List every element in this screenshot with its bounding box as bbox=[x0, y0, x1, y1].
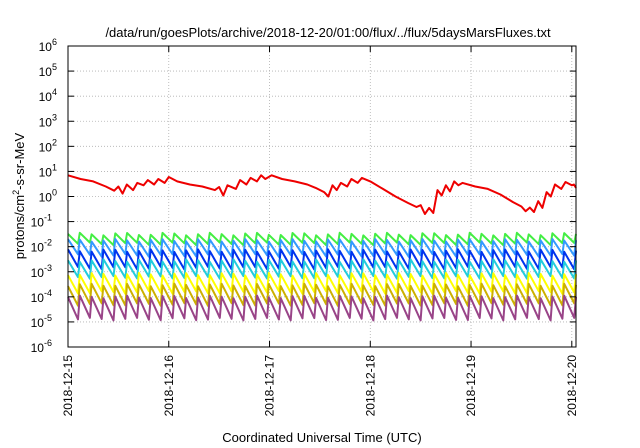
axis-ticks bbox=[67, 45, 576, 348]
y-tick-base: 10 bbox=[31, 316, 45, 330]
y-tick-label: 106 bbox=[39, 37, 57, 54]
series-line bbox=[67, 282, 577, 307]
y-tick-base: 10 bbox=[39, 65, 53, 79]
y-tick-label: 100 bbox=[39, 188, 57, 205]
y-tick-exponent: -3 bbox=[44, 263, 52, 273]
y-tick-exponent: 2 bbox=[52, 137, 57, 147]
y-axis-label-part: protons/cm bbox=[12, 195, 27, 259]
y-tick-exponent: -2 bbox=[44, 238, 52, 248]
y-tick-label: 104 bbox=[39, 87, 57, 104]
y-tick-labels: 10-610-510-410-310-210-11001011021031041… bbox=[31, 37, 57, 355]
series-line bbox=[67, 258, 577, 280]
y-axis-label: protons/cm2-s-sr-MeV bbox=[11, 132, 27, 259]
y-axis-label-superscript: 2 bbox=[11, 190, 21, 195]
y-tick-base: 10 bbox=[31, 216, 45, 230]
y-tick-label: 10-5 bbox=[31, 313, 52, 330]
y-tick-label: 102 bbox=[39, 137, 57, 154]
series-line bbox=[67, 238, 577, 258]
series-line bbox=[67, 174, 577, 215]
y-tick-base: 10 bbox=[31, 341, 45, 355]
x-tick-label: 2018-12-17 bbox=[263, 355, 277, 417]
x-tick-label: 2018-12-20 bbox=[565, 355, 579, 417]
y-tick-label: 10-3 bbox=[31, 263, 52, 280]
y-tick-label: 101 bbox=[39, 162, 57, 179]
chart-title: /data/run/goesPlots/archive/2018-12-20/0… bbox=[105, 25, 551, 40]
y-tick-base: 10 bbox=[39, 90, 53, 104]
y-tick-base: 10 bbox=[31, 266, 45, 280]
x-tick-labels: 2018-12-15 2018-12-16 2018-12-17 2018-12-18… bbox=[61, 355, 579, 417]
y-tick-base: 10 bbox=[39, 165, 53, 179]
y-tick-label: 105 bbox=[39, 62, 57, 79]
series-line bbox=[67, 294, 577, 322]
y-tick-base: 10 bbox=[31, 241, 45, 255]
x-tick-label: 2018-12-15 bbox=[61, 355, 75, 417]
y-tick-exponent: -5 bbox=[44, 313, 52, 323]
y-tick-exponent: 6 bbox=[52, 37, 57, 47]
y-tick-base: 10 bbox=[39, 115, 53, 129]
y-tick-exponent: -1 bbox=[44, 213, 52, 223]
y-tick-exponent: 3 bbox=[52, 112, 57, 122]
y-tick-label: 10-2 bbox=[31, 238, 52, 255]
y-tick-exponent: 5 bbox=[52, 62, 57, 72]
y-tick-label: 103 bbox=[39, 112, 57, 129]
y-tick-exponent: 0 bbox=[52, 188, 57, 198]
y-tick-exponent: -4 bbox=[44, 288, 52, 298]
y-tick-exponent: -6 bbox=[44, 338, 52, 348]
y-tick-base: 10 bbox=[39, 140, 53, 154]
y-axis-label-part: -s-sr-MeV bbox=[12, 132, 27, 189]
y-tick-exponent: 4 bbox=[52, 87, 57, 97]
y-tick-base: 10 bbox=[39, 191, 53, 205]
x-axis-label: Coordinated Universal Time (UTC) bbox=[222, 430, 421, 445]
x-tick-label: 2018-12-16 bbox=[162, 355, 176, 417]
x-tick-label: 2018-12-18 bbox=[363, 355, 377, 417]
y-tick-exponent: 1 bbox=[52, 162, 57, 172]
series-line bbox=[67, 271, 577, 295]
y-tick-base: 10 bbox=[39, 40, 53, 54]
x-tick-label: 2018-12-19 bbox=[464, 355, 478, 417]
y-tick-label: 10-4 bbox=[31, 288, 52, 305]
series-line bbox=[67, 231, 577, 247]
series-layer bbox=[67, 174, 577, 322]
y-tick-label: 10-6 bbox=[31, 338, 52, 355]
y-tick-label: 10-1 bbox=[31, 213, 52, 230]
y-tick-base: 10 bbox=[31, 291, 45, 305]
